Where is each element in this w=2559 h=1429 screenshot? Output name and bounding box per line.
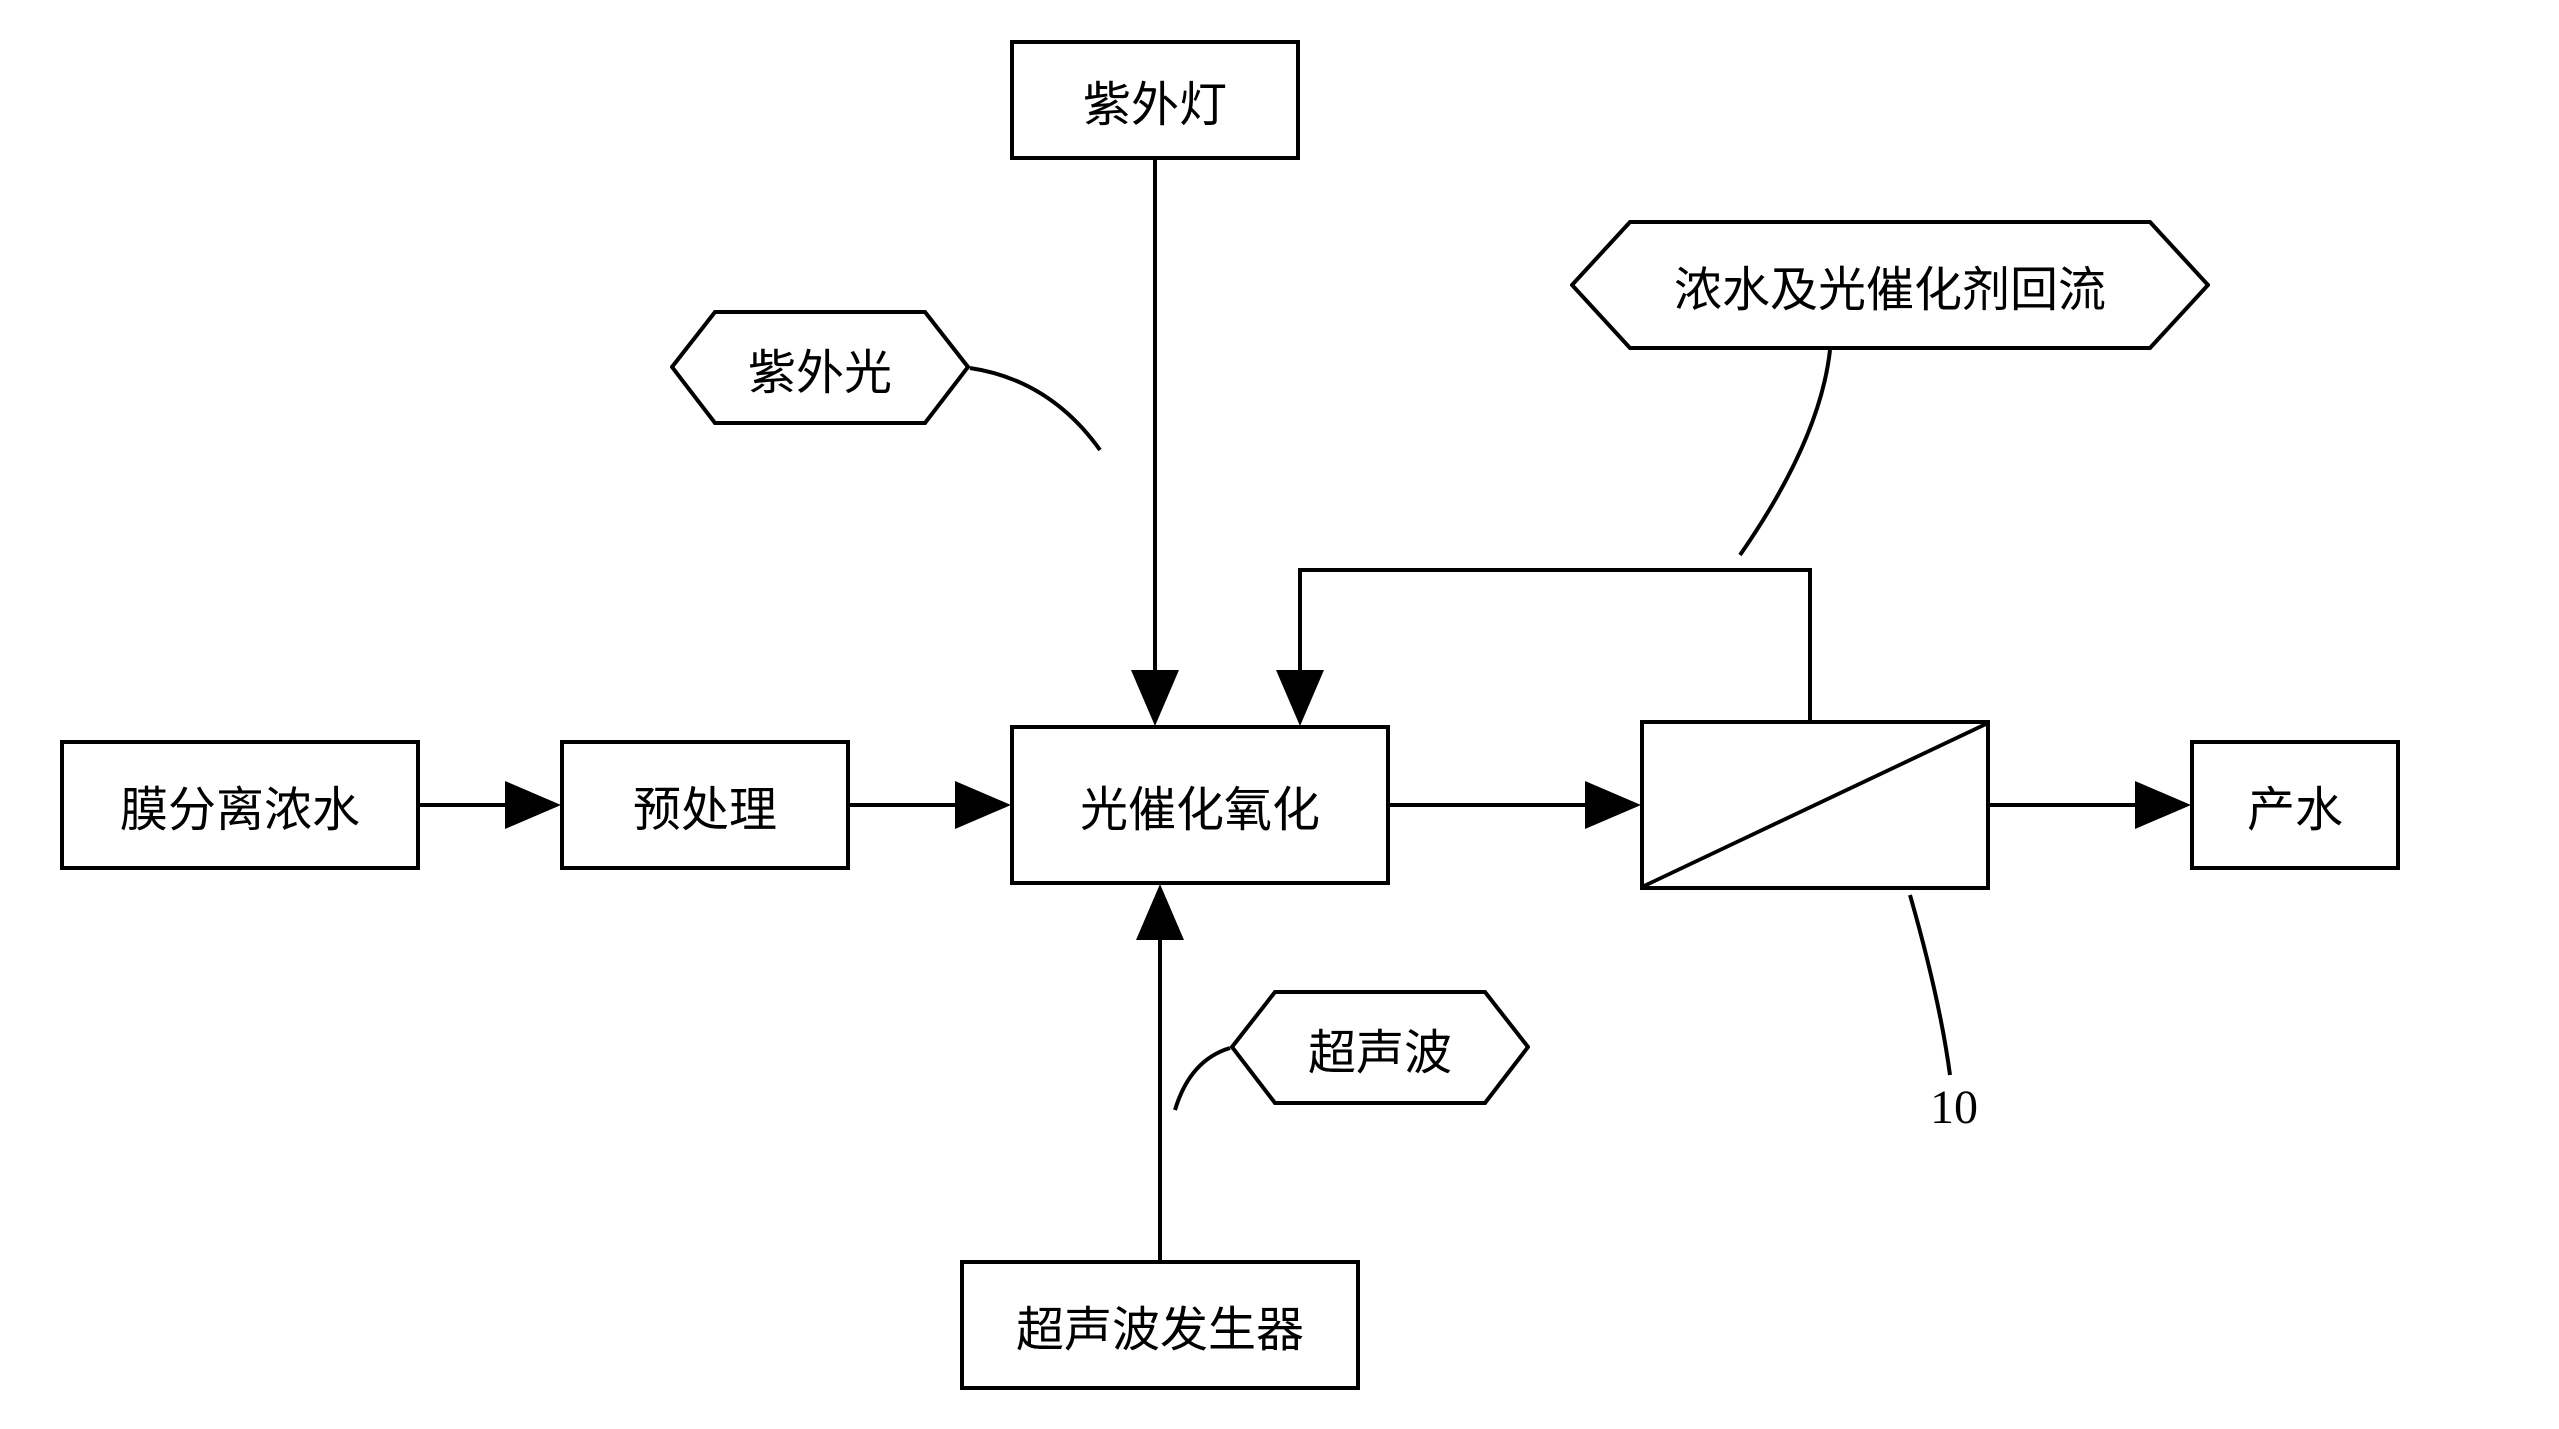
leader-reflux — [1740, 350, 1830, 555]
us-gen-label: 超声波发生器 — [1016, 1290, 1304, 1360]
product-label: 产水 — [2247, 770, 2343, 840]
concentrate-box: 膜分离浓水 — [60, 740, 420, 870]
reflux-label: 浓水及光催化剂回流 — [1674, 250, 2106, 320]
pretreat-label: 预处理 — [633, 770, 777, 840]
product-box: 产水 — [2190, 740, 2400, 870]
membrane-box — [1640, 720, 1990, 890]
membrane-ref-text: 10 — [1930, 1081, 1978, 1134]
leader-ref-10 — [1910, 895, 1950, 1075]
ultrasonic-label: 超声波 — [1308, 1013, 1452, 1083]
concentrate-label: 膜分离浓水 — [120, 770, 360, 840]
arrows-overlay — [0, 0, 2559, 1429]
membrane-ref-number: 10 — [1930, 1080, 1978, 1135]
photocat-label: 光催化氧化 — [1080, 770, 1320, 840]
us-gen-box: 超声波发生器 — [960, 1260, 1360, 1390]
arrow-reflux — [1300, 570, 1810, 720]
leader-ultrasonic — [1175, 1048, 1230, 1110]
photocat-box: 光催化氧化 — [1010, 725, 1390, 885]
pretreat-box: 预处理 — [560, 740, 850, 870]
leader-uv-light — [970, 368, 1100, 450]
uv-lamp-label: 紫外灯 — [1083, 65, 1227, 135]
ultrasonic-hex: 超声波 — [1230, 990, 1530, 1105]
membrane-diagonal-icon — [1644, 724, 1986, 886]
reflux-hex: 浓水及光催化剂回流 — [1570, 220, 2210, 350]
uv-light-label: 紫外光 — [748, 333, 892, 403]
uv-light-hex: 紫外光 — [670, 310, 970, 425]
uv-lamp-box: 紫外灯 — [1010, 40, 1300, 160]
